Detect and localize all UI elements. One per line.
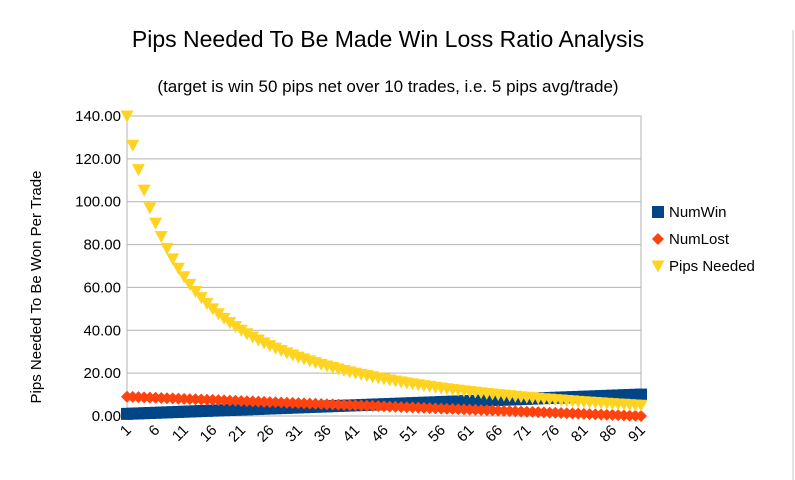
x-tick-label: 11 (169, 422, 192, 445)
data-point (171, 262, 185, 275)
grid (127, 115, 641, 417)
series-numlost (121, 390, 647, 422)
x-tick-label: 16 (197, 422, 221, 446)
data-point (217, 312, 231, 325)
x-tick-label: 41 (339, 422, 363, 446)
x-tick-label: 1 (117, 422, 135, 440)
y-tick-label: 0.00 (92, 408, 121, 425)
legend-label: Pips Needed (669, 258, 755, 275)
data-point (149, 217, 163, 230)
chart-subtitle: (target is win 50 pips net over 10 trade… (157, 77, 618, 96)
data-point (166, 253, 180, 266)
x-tick-label: 56 (425, 422, 449, 446)
data-point (120, 110, 134, 123)
series (120, 110, 648, 422)
data-point (131, 164, 145, 177)
x-tick-label: 76 (539, 422, 563, 446)
data-point (183, 278, 197, 291)
legend-item-numwin: NumWin (652, 204, 727, 221)
data-point (126, 139, 140, 152)
x-tick-label: 6 (145, 422, 163, 440)
y-tick-label: 80.00 (83, 237, 121, 254)
legend-marker (651, 260, 665, 273)
data-point (137, 184, 151, 197)
series-pips-needed (120, 110, 648, 412)
chart-title: Pips Needed To Be Made Win Loss Ratio An… (132, 26, 644, 52)
legend-label: NumLost (669, 231, 730, 248)
data-point (143, 202, 157, 215)
data-point (160, 242, 174, 255)
data-point (229, 321, 243, 334)
legend: NumWin NumLost Pips Needed (651, 204, 755, 275)
data-point (635, 388, 647, 401)
x-axis: 1 6 11 16 21 26 31 36 41 46 51 56 61 66 71 76 81 86 91 (117, 422, 649, 446)
x-tick-label: 51 (397, 422, 421, 446)
x-tick-label: 66 (482, 422, 506, 446)
y-axis: 0.00 20.00 40.00 60.00 80.00 100.00 120.00 140.… (75, 108, 121, 425)
x-tick-label: 36 (311, 422, 335, 446)
legend-marker (652, 206, 664, 218)
x-tick-label: 91 (625, 422, 649, 446)
y-axis-label: Pips Needed To Be Won Per Trade (28, 171, 45, 404)
y-tick-label: 140.00 (75, 108, 121, 125)
y-tick-label: 40.00 (83, 322, 121, 339)
legend-item-pips-needed: Pips Needed (651, 258, 755, 275)
x-tick-label: 61 (454, 422, 478, 446)
data-point (635, 410, 647, 422)
y-tick-label: 60.00 (83, 279, 121, 296)
data-point (246, 331, 260, 344)
y-tick-label: 120.00 (75, 151, 121, 168)
x-tick-label: 86 (596, 422, 620, 446)
data-point (189, 285, 203, 298)
y-tick-label: 20.00 (83, 365, 121, 382)
x-tick-label: 71 (511, 422, 535, 446)
legend-item-numlost: NumLost (652, 231, 730, 248)
data-point (154, 231, 168, 244)
data-point (634, 399, 648, 412)
plot-area (126, 115, 642, 417)
x-tick-label: 81 (568, 422, 592, 446)
y-tick-label: 100.00 (75, 194, 121, 211)
data-point (240, 328, 254, 341)
data-point (234, 324, 248, 337)
data-point (177, 271, 191, 284)
x-tick-label: 21 (225, 422, 249, 446)
x-tick-label: 46 (368, 422, 392, 446)
x-tick-label: 31 (282, 422, 306, 446)
legend-label: NumWin (669, 204, 727, 221)
legend-marker (652, 233, 664, 245)
data-point (223, 317, 237, 330)
x-tick-label: 26 (254, 422, 278, 446)
